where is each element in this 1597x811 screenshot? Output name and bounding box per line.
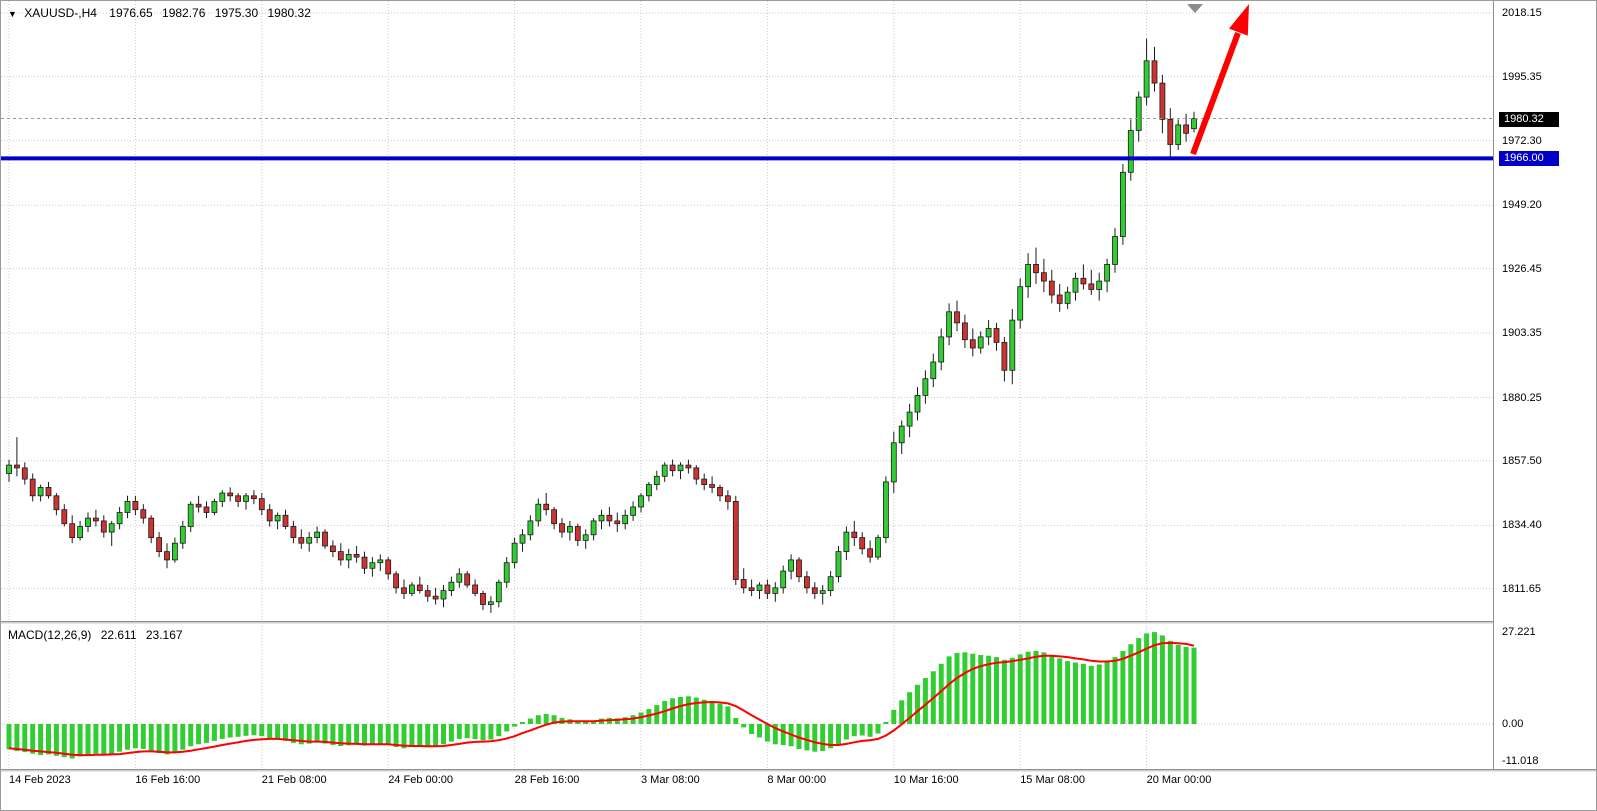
macd-indicator-label: MACD(12,26,9) 22.611 23.167 — [8, 628, 189, 642]
trend-arrow-object[interactable] — [1190, 4, 1249, 156]
time-axis-label: 10 Mar 16:00 — [893, 774, 959, 786]
price-axis[interactable]: 2018.15 1995.35 1972.30 1949.20 1926.45 1903.… — [1494, 1, 1596, 769]
time-axis-label: 28 Feb 16:00 — [514, 774, 580, 786]
macd-gridlines — [1, 623, 1493, 769]
symbol-timeframe-label: XAUUSD-,H4 — [24, 6, 97, 20]
macd-name: MACD(12,26,9) — [8, 628, 92, 642]
time-axis-label: 14 Feb 2023 — [9, 774, 71, 786]
hline-price-badge: 1966.00 — [1499, 151, 1559, 167]
price-axis-label: 1811.65 — [1502, 582, 1541, 595]
time-axis-label: 15 Mar 08:00 — [1020, 774, 1086, 786]
time-axis-label: 21 Feb 08:00 — [261, 774, 327, 786]
symbol-ohlc-line: ▼ XAUUSD-,H4 1976.65 1982.76 1975.30 198… — [8, 6, 317, 20]
current-price-badge: 1980.32 — [1499, 111, 1559, 127]
macd-signal-value: 23.167 — [145, 628, 183, 642]
macd-histogram — [6, 632, 1197, 759]
time-axis-label: 16 Feb 16:00 — [135, 774, 201, 786]
macd-axis-label: 0.00 — [1502, 718, 1524, 730]
macd-axis-label: -11.018 — [1502, 755, 1539, 768]
candle-wicks — [8, 38, 1195, 613]
price-axis-label: 1857.50 — [1502, 454, 1542, 467]
time-axis-label: 3 Mar 08:00 — [641, 774, 700, 786]
chart-shift-marker[interactable] — [1187, 4, 1203, 13]
time-axis[interactable]: 14 Feb 2023 16 Feb 16:00 21 Feb 08:00 24 Fe… — [1, 771, 1493, 793]
price-gridlines — [1, 1, 1493, 621]
macd-panel[interactable] — [1, 623, 1493, 769]
price-axis-label: 1834.40 — [1502, 519, 1542, 532]
price-axis-label: 1995.35 — [1502, 70, 1542, 83]
candles-layer[interactable] — [6, 60, 1197, 605]
price-chart-area[interactable] — [1, 1, 1493, 621]
time-axis-label: 24 Feb 00:00 — [388, 774, 454, 786]
price-axis-label: 1972.30 — [1502, 134, 1542, 147]
ohlc-low-value: 1975.30 — [214, 6, 259, 20]
price-axis-label: 2018.15 — [1502, 7, 1542, 19]
time-axis-label: 20 Mar 00:00 — [1146, 774, 1212, 786]
price-axis-label: 1949.20 — [1502, 199, 1542, 212]
price-axis-separator — [1493, 1, 1494, 769]
time-axis-label: 8 Mar 00:00 — [767, 774, 827, 786]
macd-main-value: 22.611 — [100, 628, 137, 642]
symbol-dropdown-icon[interactable]: ▼ — [8, 9, 17, 19]
macd-signal-line — [8, 641, 1195, 757]
time-axis-separator — [1, 769, 1596, 772]
macd-axis-label: 27.221 — [1502, 626, 1536, 638]
price-axis-label: 1903.35 — [1502, 327, 1542, 340]
ohlc-high-value: 1982.76 — [162, 6, 206, 20]
ohlc-close-value: 1980.32 — [267, 6, 311, 20]
price-axis-label: 1880.25 — [1502, 391, 1542, 404]
ohlc-open-value: 1976.65 — [109, 6, 153, 20]
macd-panel-separator[interactable] — [1, 621, 1596, 624]
price-axis-label: 1926.45 — [1502, 262, 1542, 275]
